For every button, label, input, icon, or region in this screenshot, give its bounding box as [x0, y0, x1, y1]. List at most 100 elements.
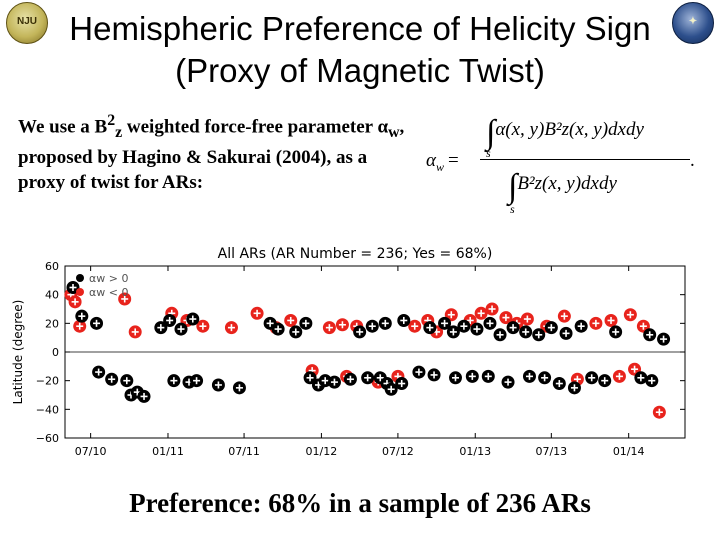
alpha-negative-point — [567, 381, 581, 395]
formula-den-subscript: s — [510, 202, 515, 216]
alpha-negative-point — [299, 316, 313, 330]
university-seal-logo: NJU — [6, 2, 48, 44]
alpha-negative-point — [75, 309, 89, 323]
formula-numerator: ∫α(x, y)B²z(x, y)dxdy — [486, 114, 644, 151]
intro-text: We use a B2z weighted force-free paramet… — [18, 112, 405, 194]
alpha-negative-point — [493, 328, 507, 342]
alpha-positive-point — [284, 313, 298, 327]
alpha-negative-point — [174, 322, 188, 336]
alpha-negative-point — [438, 316, 452, 330]
alpha-negative-point — [634, 371, 648, 385]
alpha-negative-point — [657, 332, 671, 346]
alpha-negative-point — [232, 381, 246, 395]
alpha-negative-point — [506, 321, 520, 335]
alpha-negative-point — [645, 374, 659, 388]
formula-lhs-sub: w — [435, 159, 444, 174]
alpha-positive-point — [474, 306, 488, 320]
alpha-positive-point — [612, 369, 626, 383]
alpha-negative-point — [538, 371, 552, 385]
legend-marker-negative — [76, 288, 84, 296]
alpha-negative-point — [186, 312, 200, 326]
chart-title: All ARs (AR Number = 236; Yes = 68%) — [218, 246, 493, 262]
alpha-negative-point — [105, 372, 119, 386]
alpha-positive-point — [520, 312, 534, 326]
alpha-negative-point — [211, 378, 225, 392]
alpha-negative-point — [384, 382, 398, 396]
alpha-negative-point — [465, 369, 479, 383]
alpha-negative-point — [574, 319, 588, 333]
alpha-negative-point — [448, 371, 462, 385]
formula-num-subscript: s — [486, 146, 491, 160]
x-tick-label: 01/13 — [459, 445, 491, 458]
alpha-negative-point — [427, 368, 441, 382]
alpha-positive-point — [250, 306, 264, 320]
slide-title-line2: (Proxy of Magnetic Twist) — [175, 52, 545, 89]
alpha-positive-point — [391, 369, 405, 383]
y-tick-label: 20 — [45, 317, 59, 330]
alpha-negative-point — [544, 321, 558, 335]
x-tick-label: 01/14 — [613, 445, 645, 458]
alpha-negative-point — [481, 369, 495, 383]
alpha-negative-point — [92, 365, 106, 379]
y-tick-label: −20 — [36, 375, 59, 388]
alpha-negative-point — [423, 321, 437, 335]
alpha-positive-point — [73, 319, 87, 333]
x-tick-label: 07/12 — [382, 445, 414, 458]
alpha-positive-point — [68, 295, 82, 309]
preference-summary: Preference: 68% in a sample of 236 ARs — [129, 488, 591, 518]
slide-title-line1: Hemispheric Preference of Helicity Sign — [69, 10, 651, 47]
alpha-positive-point — [322, 321, 336, 335]
y-tick-label: −60 — [36, 432, 59, 445]
alpha-negative-point — [446, 325, 460, 339]
alpha-positive-point — [118, 292, 132, 306]
y-tick-label: 0 — [52, 346, 59, 359]
x-tick-label: 07/13 — [535, 445, 567, 458]
alpha-negative-point — [412, 365, 426, 379]
alpha-negative-point — [519, 325, 533, 339]
latitude-scatter-chart: All ARs (AR Number = 236; Yes = 68%) Lati… — [11, 246, 686, 458]
alpha-negative-point — [327, 375, 341, 389]
alpha-negative-point — [457, 319, 471, 333]
alpha-positive-point — [408, 319, 422, 333]
alpha-negative-point — [289, 325, 303, 339]
x-tick-label: 07/11 — [228, 445, 260, 458]
alpha-negative-point — [559, 326, 573, 340]
alpha-negative-point — [378, 316, 392, 330]
alpha-negative-point — [501, 375, 515, 389]
alpha-w-formula: αw = ∫α(x, y)B²z(x, y)dxdy s ∫B²z(x, y)dx… — [418, 100, 718, 230]
alpha-positive-point — [485, 302, 499, 316]
alpha-positive-point — [589, 316, 603, 330]
alpha-negative-point — [137, 389, 151, 403]
alpha-negative-point — [271, 322, 285, 336]
alpha-negative-point — [598, 374, 612, 388]
legend-label-negative: αw < 0 — [89, 286, 128, 299]
alpha-negative-point — [532, 328, 546, 342]
alpha-negative-point — [609, 325, 623, 339]
alpha-negative-point — [343, 372, 357, 386]
alpha-negative-point — [353, 325, 367, 339]
chart-legend: αw > 0αw < 0 — [76, 272, 128, 299]
x-tick-label: 01/12 — [306, 445, 338, 458]
alpha-negative-point — [397, 313, 411, 327]
alpha-positive-point — [499, 311, 513, 325]
formula-denominator: ∫B²z(x, y)dxdy — [508, 168, 617, 205]
legend-marker-positive — [76, 274, 84, 282]
alpha-negative-point — [483, 316, 497, 330]
observatory-emblem-logo: ✦ — [672, 2, 714, 44]
y-tick-label: 60 — [45, 260, 59, 273]
alpha-positive-point — [196, 319, 210, 333]
formula-lhs: α — [426, 150, 436, 171]
y-axis-label: Latitude (degree) — [11, 300, 25, 405]
alpha-negative-point — [395, 377, 409, 391]
alpha-negative-point — [552, 377, 566, 391]
formula-period: . — [690, 150, 695, 171]
alpha-negative-point — [522, 369, 536, 383]
y-tick-label: 40 — [45, 289, 59, 302]
legend-label-positive: αw > 0 — [89, 272, 128, 285]
fraction-bar — [480, 159, 690, 160]
alpha-negative-point — [585, 371, 599, 385]
alpha-positive-point — [652, 405, 666, 419]
alpha-negative-point — [90, 316, 104, 330]
alpha-negative-point — [361, 371, 375, 385]
alpha-negative-point — [643, 328, 657, 342]
